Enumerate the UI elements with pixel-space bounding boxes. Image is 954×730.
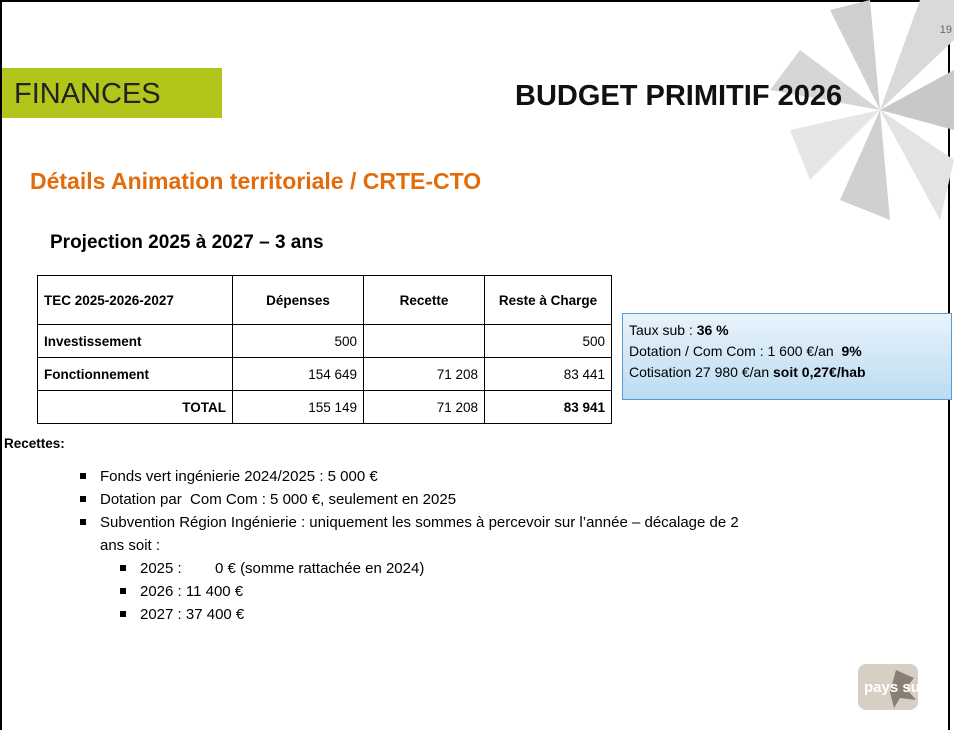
info-text: Taux sub : xyxy=(629,322,697,338)
info-text: Cotisation 27 980 €/an xyxy=(629,364,773,380)
info-strong: 9% xyxy=(841,343,862,359)
sub-item: 2026 : 11 400 € xyxy=(120,580,760,603)
logo-text: pays sud xyxy=(864,679,920,696)
list-item: Subvention Région Ingénierie : uniquemen… xyxy=(80,511,760,626)
info-line: Cotisation 27 980 €/an soit 0,27€/hab xyxy=(629,362,945,383)
info-strong: soit 0,27€/hab xyxy=(773,364,866,380)
cell xyxy=(363,324,485,358)
sub-item: 2027 : 37 400 € xyxy=(120,603,760,626)
info-text: Dotation / Com Com : 1 600 €/an xyxy=(629,343,842,359)
header-cell: TEC 2025-2026-2027 xyxy=(37,275,233,325)
table-row: Fonctionnement 154 649 71 208 83 441 xyxy=(37,357,612,391)
logo: pays sud xyxy=(858,664,920,710)
cell: 83 441 xyxy=(484,357,612,391)
info-strong: 36 % xyxy=(696,322,729,338)
header-cell: Recette xyxy=(363,275,485,325)
cell: 71 208 xyxy=(363,390,485,424)
section-band xyxy=(2,68,222,118)
sub-list: 2025 : 0 € (somme rattachée en 2024) 2026… xyxy=(120,557,760,626)
cell: 154 649 xyxy=(232,357,364,391)
table-body: Investissement 500 500 Fonctionnement 154 64… xyxy=(37,324,612,424)
info-box: Taux sub : 36 % Dotation / Com Com : 1 60… xyxy=(622,313,952,400)
item-text: Dotation par Com Com : 5 000 €, seulemen… xyxy=(100,491,457,508)
section-label: FINANCES xyxy=(14,78,161,110)
budget-table: TEC 2025-2026-2027 Dépenses Recette Reste à… xyxy=(37,275,612,424)
heading: Détails Animation territoriale / CRTE-CT… xyxy=(30,168,482,194)
cell: 500 xyxy=(232,324,364,358)
info-line: Dotation / Com Com : 1 600 €/an 9% xyxy=(629,341,945,362)
list-item: Fonds vert ingénierie 2024/2025 : 5 000 … xyxy=(80,465,760,488)
recettes-title: Recettes: xyxy=(4,436,65,451)
subheading: Projection 2025 à 2027 – 3 ans xyxy=(50,232,324,253)
item-text: Subvention Région Ingénierie : uniquemen… xyxy=(100,514,743,554)
pinwheel-decoration xyxy=(770,0,954,220)
header-cell: Reste à Charge xyxy=(484,275,612,325)
sub-item: 2025 : 0 € (somme rattachée en 2024) xyxy=(120,557,760,580)
cell: 500 xyxy=(484,324,612,358)
cell: 155 149 xyxy=(232,390,364,424)
item-text: Fonds vert ingénierie 2024/2025 : 5 000 … xyxy=(100,468,378,485)
row-label: Fonctionnement xyxy=(37,357,233,391)
header-cell: Dépenses xyxy=(232,275,364,325)
recettes-list: Fonds vert ingénierie 2024/2025 : 5 000 … xyxy=(80,465,760,626)
info-line: Taux sub : 36 % xyxy=(629,320,945,341)
cell: 83 941 xyxy=(484,390,612,424)
row-label: Investissement xyxy=(37,324,233,358)
row-label: TOTAL xyxy=(37,390,233,424)
table-header: TEC 2025-2026-2027 Dépenses Recette Reste à… xyxy=(37,275,612,325)
slide-title: BUDGET PRIMITIF 2026 xyxy=(515,80,843,112)
table-row: TOTAL 155 149 71 208 83 941 xyxy=(37,390,612,424)
table-row: Investissement 500 500 xyxy=(37,324,612,358)
list-item: Dotation par Com Com : 5 000 €, seulemen… xyxy=(80,488,760,511)
cell: 71 208 xyxy=(363,357,485,391)
page-number: 19 xyxy=(939,24,952,36)
